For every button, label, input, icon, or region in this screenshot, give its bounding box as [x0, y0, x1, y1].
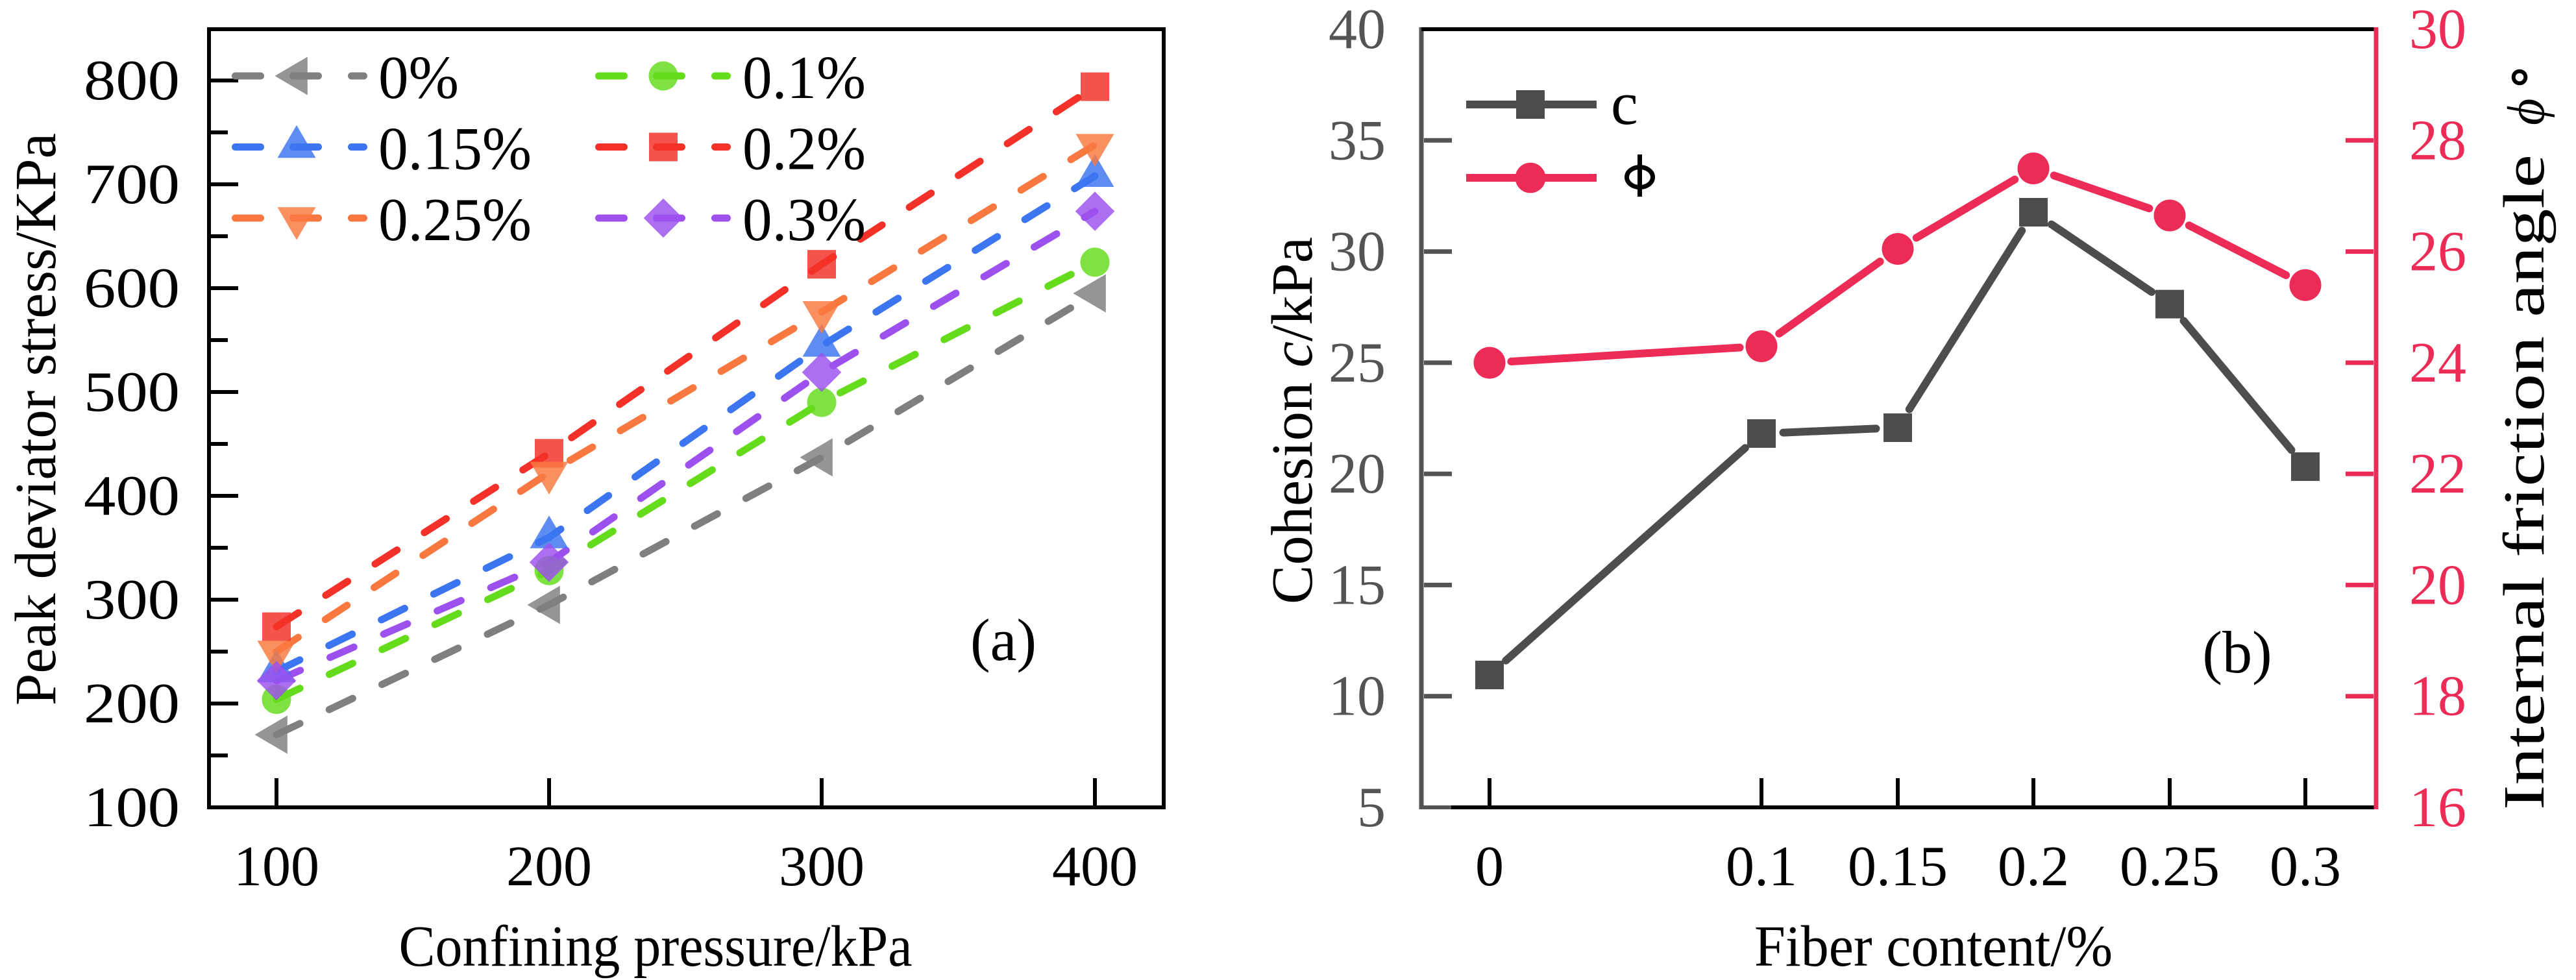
svg-text:0.15%: 0.15%: [378, 116, 532, 183]
svg-text:Internal friction angle: Internal friction angle: [2492, 154, 2557, 810]
svg-text:200: 200: [84, 672, 180, 735]
svg-text:0.15: 0.15: [1848, 835, 1948, 898]
svg-text:15: 15: [1329, 554, 1386, 617]
svg-text:400: 400: [84, 465, 180, 528]
svg-text:200: 200: [506, 835, 592, 898]
svg-text:0: 0: [1475, 835, 1504, 898]
svg-text:40: 40: [1329, 0, 1386, 61]
svg-text:18: 18: [2409, 665, 2466, 728]
svg-text:0.2: 0.2: [1998, 835, 2069, 898]
svg-text:0.3%: 0.3%: [742, 186, 866, 254]
svg-text:28: 28: [2409, 109, 2466, 172]
svg-text:24: 24: [2409, 332, 2466, 395]
svg-text:Peak deviator stress/KPa: Peak deviator stress/KPa: [4, 133, 68, 705]
svg-text:20: 20: [2409, 554, 2466, 617]
svg-text:100: 100: [234, 835, 319, 898]
svg-text:5: 5: [1357, 776, 1386, 839]
svg-text:c: c: [1611, 70, 1638, 138]
svg-text:0.1%: 0.1%: [742, 44, 866, 112]
svg-text:ϕ: ϕ: [2498, 99, 2555, 125]
svg-text:Confining pressure/kPa: Confining pressure/kPa: [399, 914, 913, 979]
svg-text:0%: 0%: [378, 44, 459, 112]
svg-text:0.3: 0.3: [2270, 835, 2341, 898]
svg-text:20: 20: [1329, 443, 1386, 506]
svg-text:0.2%: 0.2%: [742, 116, 866, 183]
svg-text:400: 400: [1052, 835, 1138, 898]
svg-text:0.25: 0.25: [2120, 835, 2220, 898]
svg-text:800: 800: [84, 49, 180, 112]
svg-text:22: 22: [2409, 443, 2466, 506]
svg-text:(b): (b): [2202, 619, 2272, 685]
svg-text:25: 25: [1329, 332, 1386, 395]
svg-text:Cohesion c/kPa: Cohesion c/kPa: [1260, 237, 1325, 604]
svg-text:35: 35: [1329, 109, 1386, 172]
svg-text:0.25%: 0.25%: [378, 186, 532, 254]
svg-text:16: 16: [2409, 776, 2466, 839]
svg-text:100: 100: [84, 776, 180, 839]
svg-text:30: 30: [1329, 221, 1386, 284]
svg-text:500: 500: [84, 361, 180, 424]
svg-text:30: 30: [2409, 0, 2466, 61]
svg-text:10: 10: [1329, 665, 1386, 728]
svg-text:300: 300: [84, 569, 180, 631]
svg-text:(a): (a): [970, 607, 1037, 673]
svg-text:Fiber content/%: Fiber content/%: [1754, 914, 2113, 979]
svg-text:700: 700: [84, 153, 180, 216]
svg-text:26: 26: [2409, 221, 2466, 284]
svg-text:600: 600: [84, 257, 180, 320]
svg-text:300: 300: [779, 835, 865, 898]
svg-text:0.1: 0.1: [1726, 835, 1797, 898]
